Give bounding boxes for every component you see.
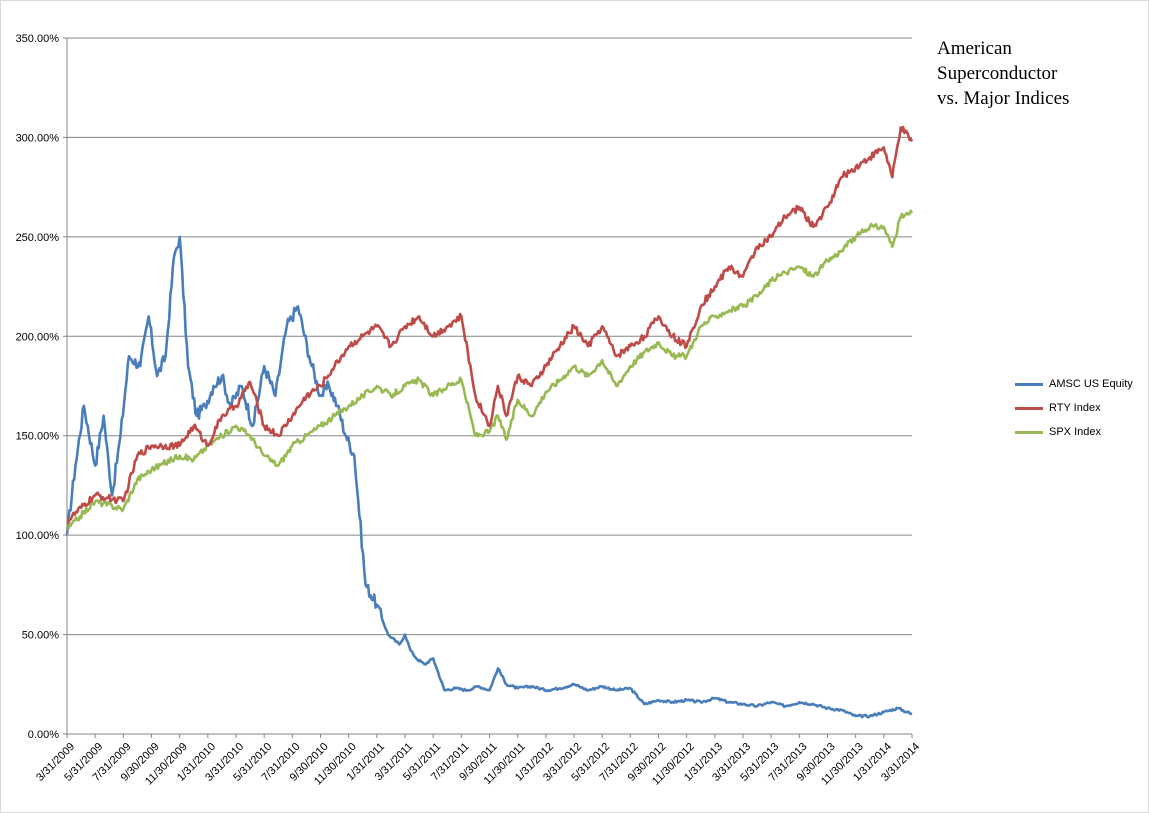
- legend-swatch: [1015, 430, 1043, 434]
- y-tick-label: 350.00%: [16, 33, 60, 45]
- legend-swatch: [1015, 406, 1043, 410]
- gridlines: [67, 37, 912, 636]
- y-tick-label: 150.00%: [16, 431, 60, 443]
- y-tick-label: 0.00%: [28, 729, 59, 741]
- chart-title: American Superconductor vs. Major Indice…: [937, 36, 1137, 111]
- legend: AMSC US Equity RTY Index SPX Index: [1015, 372, 1133, 444]
- chart-title-line: American: [937, 38, 1012, 59]
- series-group: [65, 125, 914, 719]
- legend-item-rty: RTY Index: [1015, 396, 1133, 420]
- series-line-amsc-us-equity: [65, 235, 913, 719]
- legend-label: AMSC US Equity: [1049, 378, 1133, 390]
- chart-title-line: vs. Major Indices: [937, 88, 1070, 109]
- y-tick-label: 250.00%: [16, 232, 60, 244]
- legend-item-amsc: AMSC US Equity: [1015, 372, 1133, 396]
- y-axis-ticks: 0.00% 50.00% 100.00% 150.00% 200.00% 250.00% 3…: [16, 33, 67, 741]
- y-tick-label: 200.00%: [16, 331, 60, 343]
- chart-title-line: Superconductor: [937, 63, 1058, 84]
- legend-label: SPX Index: [1049, 426, 1101, 438]
- series-line-rty-index: [66, 125, 914, 524]
- legend-swatch: [1015, 382, 1043, 386]
- y-tick-label: 100.00%: [16, 530, 60, 542]
- y-tick-label: 50.00%: [22, 630, 60, 642]
- legend-item-spx: SPX Index: [1015, 420, 1133, 444]
- y-tick-label: 300.00%: [16, 132, 60, 144]
- legend-label: RTY Index: [1049, 402, 1101, 414]
